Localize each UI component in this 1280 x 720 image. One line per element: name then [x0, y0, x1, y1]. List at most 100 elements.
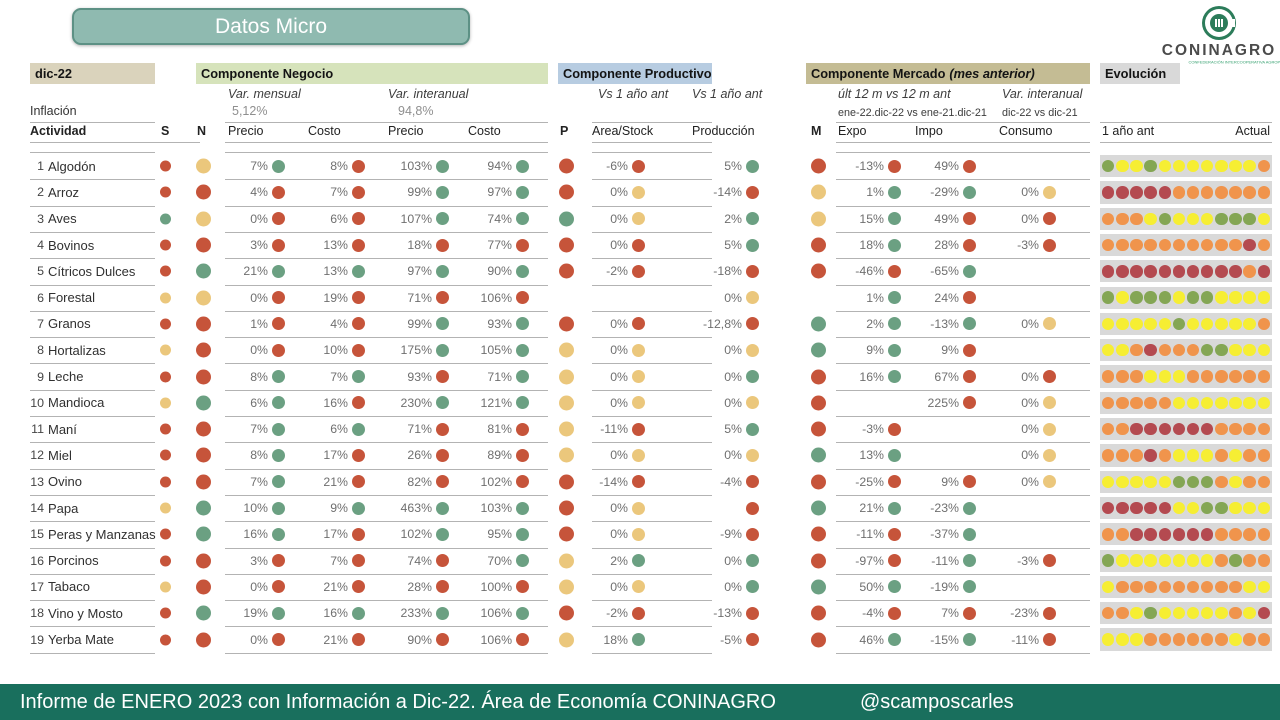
value-dot — [963, 580, 976, 594]
evolution-dot — [1200, 291, 1214, 304]
evolution-dot — [1229, 501, 1242, 515]
evolution-dot — [1172, 528, 1186, 541]
row-number: 18 — [30, 606, 44, 621]
evolution-dot — [1158, 396, 1171, 410]
row-number: 6 — [37, 290, 44, 305]
value-dot — [963, 606, 976, 620]
row-number: 14 — [30, 501, 44, 516]
evolution-dot — [1130, 554, 1143, 567]
value-dot — [963, 264, 976, 278]
cell-area-stock: 0% — [584, 337, 645, 363]
evolution-dot — [1257, 580, 1270, 594]
row-number: 8 — [37, 343, 44, 358]
evolution-dot — [1243, 344, 1256, 357]
divider-line — [836, 468, 1090, 470]
divider-line — [836, 442, 1090, 444]
cell-consumo: 0% — [993, 416, 1056, 442]
value-dot — [746, 501, 759, 515]
cell-produccion: -5% — [694, 626, 759, 652]
cell-var-mensual-costo: 9% — [302, 495, 365, 521]
value-dot — [632, 238, 645, 252]
n-dot — [196, 553, 211, 569]
s-dot — [160, 344, 171, 356]
value-dot — [632, 159, 645, 173]
value-dot — [436, 422, 449, 436]
cell-var-mensual-precio: 0% — [222, 574, 285, 600]
cell-var-mensual-precio: 8% — [222, 363, 285, 389]
cell-expo: 46% — [838, 626, 901, 652]
cell-expo: 50% — [838, 574, 901, 600]
col-expo: Expo — [838, 124, 867, 138]
evolution-dot — [1158, 238, 1171, 252]
cell-var-interanual-costo: 77% — [462, 232, 529, 258]
evolution-dot — [1215, 633, 1228, 646]
evolution-dot — [1172, 238, 1186, 252]
col-evo-end: Actual — [1235, 124, 1270, 138]
evolution-dot — [1116, 449, 1129, 462]
row-number: 15 — [30, 527, 44, 542]
cell-produccion: 5% — [694, 153, 759, 179]
value-dot — [352, 448, 365, 462]
table-row: 6 Forestal 0% 19% 71% 106% 0% 1% 24% — [0, 285, 1280, 311]
cell-var-interanual-costo: 106% — [462, 626, 529, 652]
subheader-var-interanual: Var. interanual — [388, 87, 469, 101]
evolution-dot — [1172, 633, 1186, 646]
cell-var-mensual-precio: 3% — [222, 232, 285, 258]
m-dot — [811, 632, 826, 648]
divider-line — [30, 141, 200, 143]
evolution-dot — [1215, 475, 1228, 488]
cell-produccion: -12,8% — [694, 311, 759, 337]
cell-consumo: -3% — [993, 232, 1056, 258]
evolution-dot — [1257, 317, 1270, 331]
cell-area-stock: 0% — [584, 232, 645, 258]
evolution-dot — [1102, 607, 1115, 620]
inflation-label: Inflación — [30, 104, 77, 118]
evolution-dot — [1257, 475, 1270, 488]
cell-var-mensual-costo: 7% — [302, 179, 365, 205]
divider-line — [225, 652, 548, 654]
m-dot — [811, 316, 826, 332]
value-dot — [746, 527, 759, 541]
value-dot — [1043, 396, 1056, 410]
s-dot — [160, 555, 171, 567]
activity-label: Vino y Mosto — [48, 605, 123, 621]
n-dot — [196, 263, 211, 279]
evolution-strip — [1100, 181, 1272, 204]
table-row: 19 Yerba Mate 0% 21% 90% 106% 18% -5% 46… — [0, 626, 1280, 652]
evolution-dot — [1200, 159, 1214, 173]
cell-impo: 9% — [913, 469, 976, 495]
subheader-var-mensual: Var. mensual — [228, 87, 301, 101]
n-dot — [196, 290, 211, 306]
p-dot — [559, 526, 574, 542]
cell-var-interanual-precio: 230% — [382, 390, 449, 416]
table-row: 14 Papa 10% 9% 463% 103% 0% 21% -23% — [0, 495, 1280, 521]
evolution-dot — [1130, 291, 1143, 304]
divider-line — [836, 121, 1090, 123]
cell-var-interanual-precio: 82% — [382, 469, 449, 495]
divider-line — [592, 626, 712, 628]
s-dot — [160, 160, 171, 172]
evolution-dot — [1243, 422, 1256, 436]
evolution-dot — [1229, 186, 1242, 199]
activity-label: Algodón — [48, 158, 96, 174]
evolution-dot — [1229, 344, 1242, 357]
evolution-dot — [1172, 580, 1186, 594]
evolution-dot — [1186, 291, 1200, 304]
cell-var-interanual-precio: 103% — [382, 153, 449, 179]
evolution-dot — [1243, 370, 1256, 383]
divider-line — [225, 205, 548, 207]
evolution-dot — [1116, 159, 1129, 173]
p-dot — [559, 579, 574, 595]
evolution-dot — [1229, 633, 1242, 646]
cell-produccion: 0% — [694, 548, 759, 574]
row-number: 1 — [37, 159, 44, 174]
value-dot — [1043, 370, 1056, 384]
evolution-dot — [1215, 291, 1228, 304]
subheader-mercado-interanual: Var. interanual — [1002, 87, 1083, 101]
value-dot — [436, 238, 449, 252]
divider-line — [592, 258, 712, 260]
evolution-dot — [1130, 475, 1143, 488]
value-dot — [436, 159, 449, 173]
value-dot — [746, 475, 759, 489]
activity-label: Miel — [48, 447, 72, 463]
